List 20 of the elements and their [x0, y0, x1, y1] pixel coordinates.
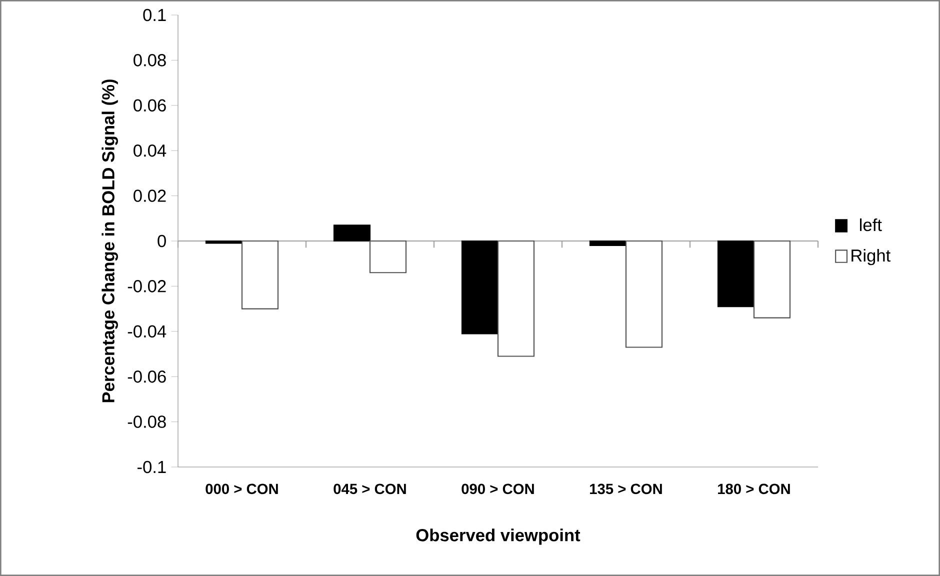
y-tick-label: 0.04: [134, 144, 166, 157]
legend-label: left: [860, 218, 882, 232]
x-tick-label: 135 > CON: [590, 484, 662, 494]
y-tick-label: 0.08: [134, 54, 166, 66]
x-axis-title: Observed viewpoint: [416, 528, 580, 545]
y-tick-label: -0.06: [128, 370, 166, 383]
y-tick-label: -0.1: [138, 460, 166, 474]
y-tick-label: -0.02: [128, 280, 166, 292]
y-tick-label: 0.02: [134, 190, 166, 202]
y-tick-label: 0.1: [143, 8, 166, 22]
x-tick-label: 045 > CON: [334, 484, 406, 494]
y-axis-title: Percentage Change in BOLD Signal (%): [102, 80, 118, 402]
y-tick-label: 0.06: [134, 99, 166, 112]
x-tick-label: 180 > CON: [718, 484, 790, 494]
y-tick-label: -0.08: [128, 416, 166, 428]
y-tick-label: -0.04: [128, 325, 166, 338]
y-tick-label: 0: [158, 234, 166, 248]
x-tick-label: 090 > CON: [462, 484, 534, 494]
legend-label: Right: [852, 248, 890, 266]
x-tick-label: 000 > CON: [206, 484, 278, 494]
